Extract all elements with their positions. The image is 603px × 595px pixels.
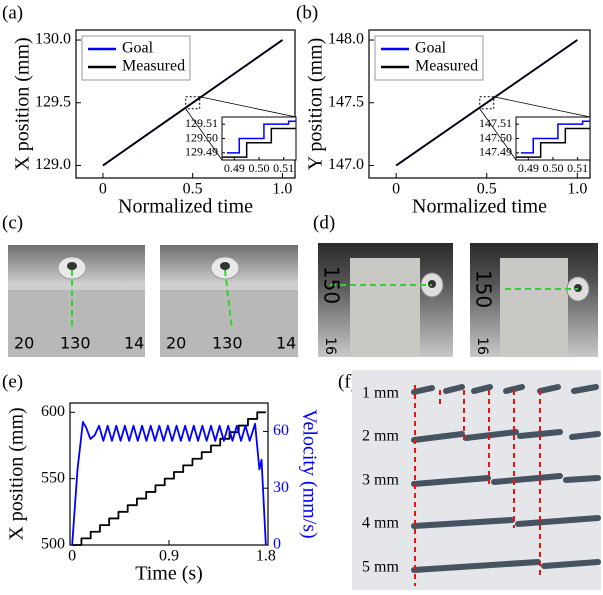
x-tick-label: 0.5 (183, 181, 203, 198)
x-tick-label: 0 (392, 181, 400, 198)
y-tick-label: 600 (41, 403, 65, 420)
inset-y-tick-label: 147.51 (479, 116, 512, 130)
ruler-label: 150 (472, 270, 496, 308)
y-tick-label: 148.0 (328, 31, 364, 48)
y-tick-label: 550 (41, 469, 65, 486)
ruler-label: 20 (14, 334, 34, 353)
y-tick-label: 500 (41, 536, 65, 553)
plot-frame (69, 402, 269, 546)
legend-label: Goal (415, 40, 447, 57)
y-tick-label: 130.0 (35, 31, 71, 48)
y-axis-label: X position (mm) (12, 37, 34, 170)
y-axis-label: Y position (mm) (305, 38, 327, 171)
panel-f: 1 mm 2 mm 3 mm 4 mm 5 mm (352, 370, 601, 590)
x-tick-label: 1.8 (256, 548, 276, 565)
inset-series-line (226, 120, 296, 154)
y2-tick-label: 30 (273, 479, 289, 496)
series-line (395, 39, 578, 167)
x-tick-label: 1.0 (567, 181, 587, 198)
gap-label: 5 mm (362, 559, 399, 576)
zoom-box (185, 96, 201, 110)
photo-c-right: 20 130 14 (160, 245, 298, 357)
legend-box (81, 35, 191, 81)
zoom-connector (199, 96, 297, 118)
gap-label: 3 mm (362, 472, 399, 489)
inset-x-tick-label: 0.49 (224, 161, 245, 175)
photo-c-left: 20 130 14 (8, 245, 145, 357)
ruler-label: 20 (166, 334, 186, 353)
inset-y-tick-label: 129.51 (185, 116, 218, 130)
ruler-label: 16 (322, 337, 338, 355)
ruler-label: 150 (320, 266, 344, 304)
inset-x-tick-label: 0.49 (518, 161, 539, 175)
gap-label: 1 mm (362, 385, 399, 402)
x-axis-label: Normalized time (412, 196, 547, 218)
inset-x-tick-label: 0.50 (543, 161, 564, 175)
inset-series-line (516, 127, 590, 158)
gap-label: 2 mm (362, 428, 399, 445)
x-axis-label: Time (s) (135, 563, 203, 585)
plot-frame (368, 29, 591, 179)
x-tick-label: 1.0 (272, 181, 292, 198)
panel-label: (b) (296, 2, 318, 23)
gap-label: 4 mm (362, 515, 399, 532)
zoom-connector (479, 108, 517, 161)
y-tick-label: 147.5 (328, 93, 364, 110)
legend-label: Measured (122, 58, 185, 75)
inset-y-tick-label: 147.49 (479, 145, 512, 159)
x-tick-label: 0.9 (159, 548, 179, 565)
zoom-connector (493, 96, 591, 118)
photo-d-right: 150 16 (470, 243, 598, 357)
inset-y-tick-label: 147.50 (479, 130, 512, 144)
x-tick-label: 0 (99, 181, 107, 198)
plot-frame (75, 29, 296, 179)
y-tick-label: 129.5 (35, 93, 71, 110)
inset-series-line (222, 127, 296, 158)
panel-label: (d) (313, 212, 335, 233)
panel-label: (a) (2, 2, 23, 23)
ruler-label: 130 (60, 334, 91, 353)
series-line (72, 411, 266, 546)
inset-y-tick-label: 129.49 (185, 145, 218, 159)
panel-label: (e) (2, 371, 23, 392)
inset-x-tick-label: 0.51 (273, 161, 294, 175)
zoom-connector (185, 108, 223, 161)
ruler-label: 16 (474, 337, 490, 355)
series-line (102, 39, 283, 167)
y2-tick-label: 60 (273, 422, 289, 439)
ruler-label: 14 (124, 334, 144, 353)
inset-y-tick-label: 129.50 (185, 130, 218, 144)
legend-box (374, 35, 484, 81)
x-axis-label: Normalized time (118, 196, 253, 218)
inset-x-tick-label: 0.51 (567, 161, 588, 175)
inset-series-line (520, 120, 590, 154)
y-tick-label: 129.0 (35, 156, 71, 173)
legend-label: Measured (415, 58, 478, 75)
y-axis-label: X position (mm) (6, 407, 28, 540)
photo-d-left: 150 16 (318, 243, 453, 357)
inset-x-tick-label: 0.50 (249, 161, 270, 175)
panel-label: (c) (2, 212, 23, 233)
ruler-label: 14 (276, 334, 296, 353)
y-tick-label: 147.0 (328, 156, 364, 173)
y2-tick-label: 0 (273, 536, 281, 553)
ruler-label: 130 (212, 334, 243, 353)
y2-axis-label: Velocity (mm/s) (298, 409, 320, 538)
series-line (71, 421, 267, 546)
legend-label: Goal (122, 40, 154, 57)
x-tick-label: 0 (68, 548, 76, 565)
zoom-box (479, 96, 495, 110)
x-tick-label: 0.5 (477, 181, 497, 198)
